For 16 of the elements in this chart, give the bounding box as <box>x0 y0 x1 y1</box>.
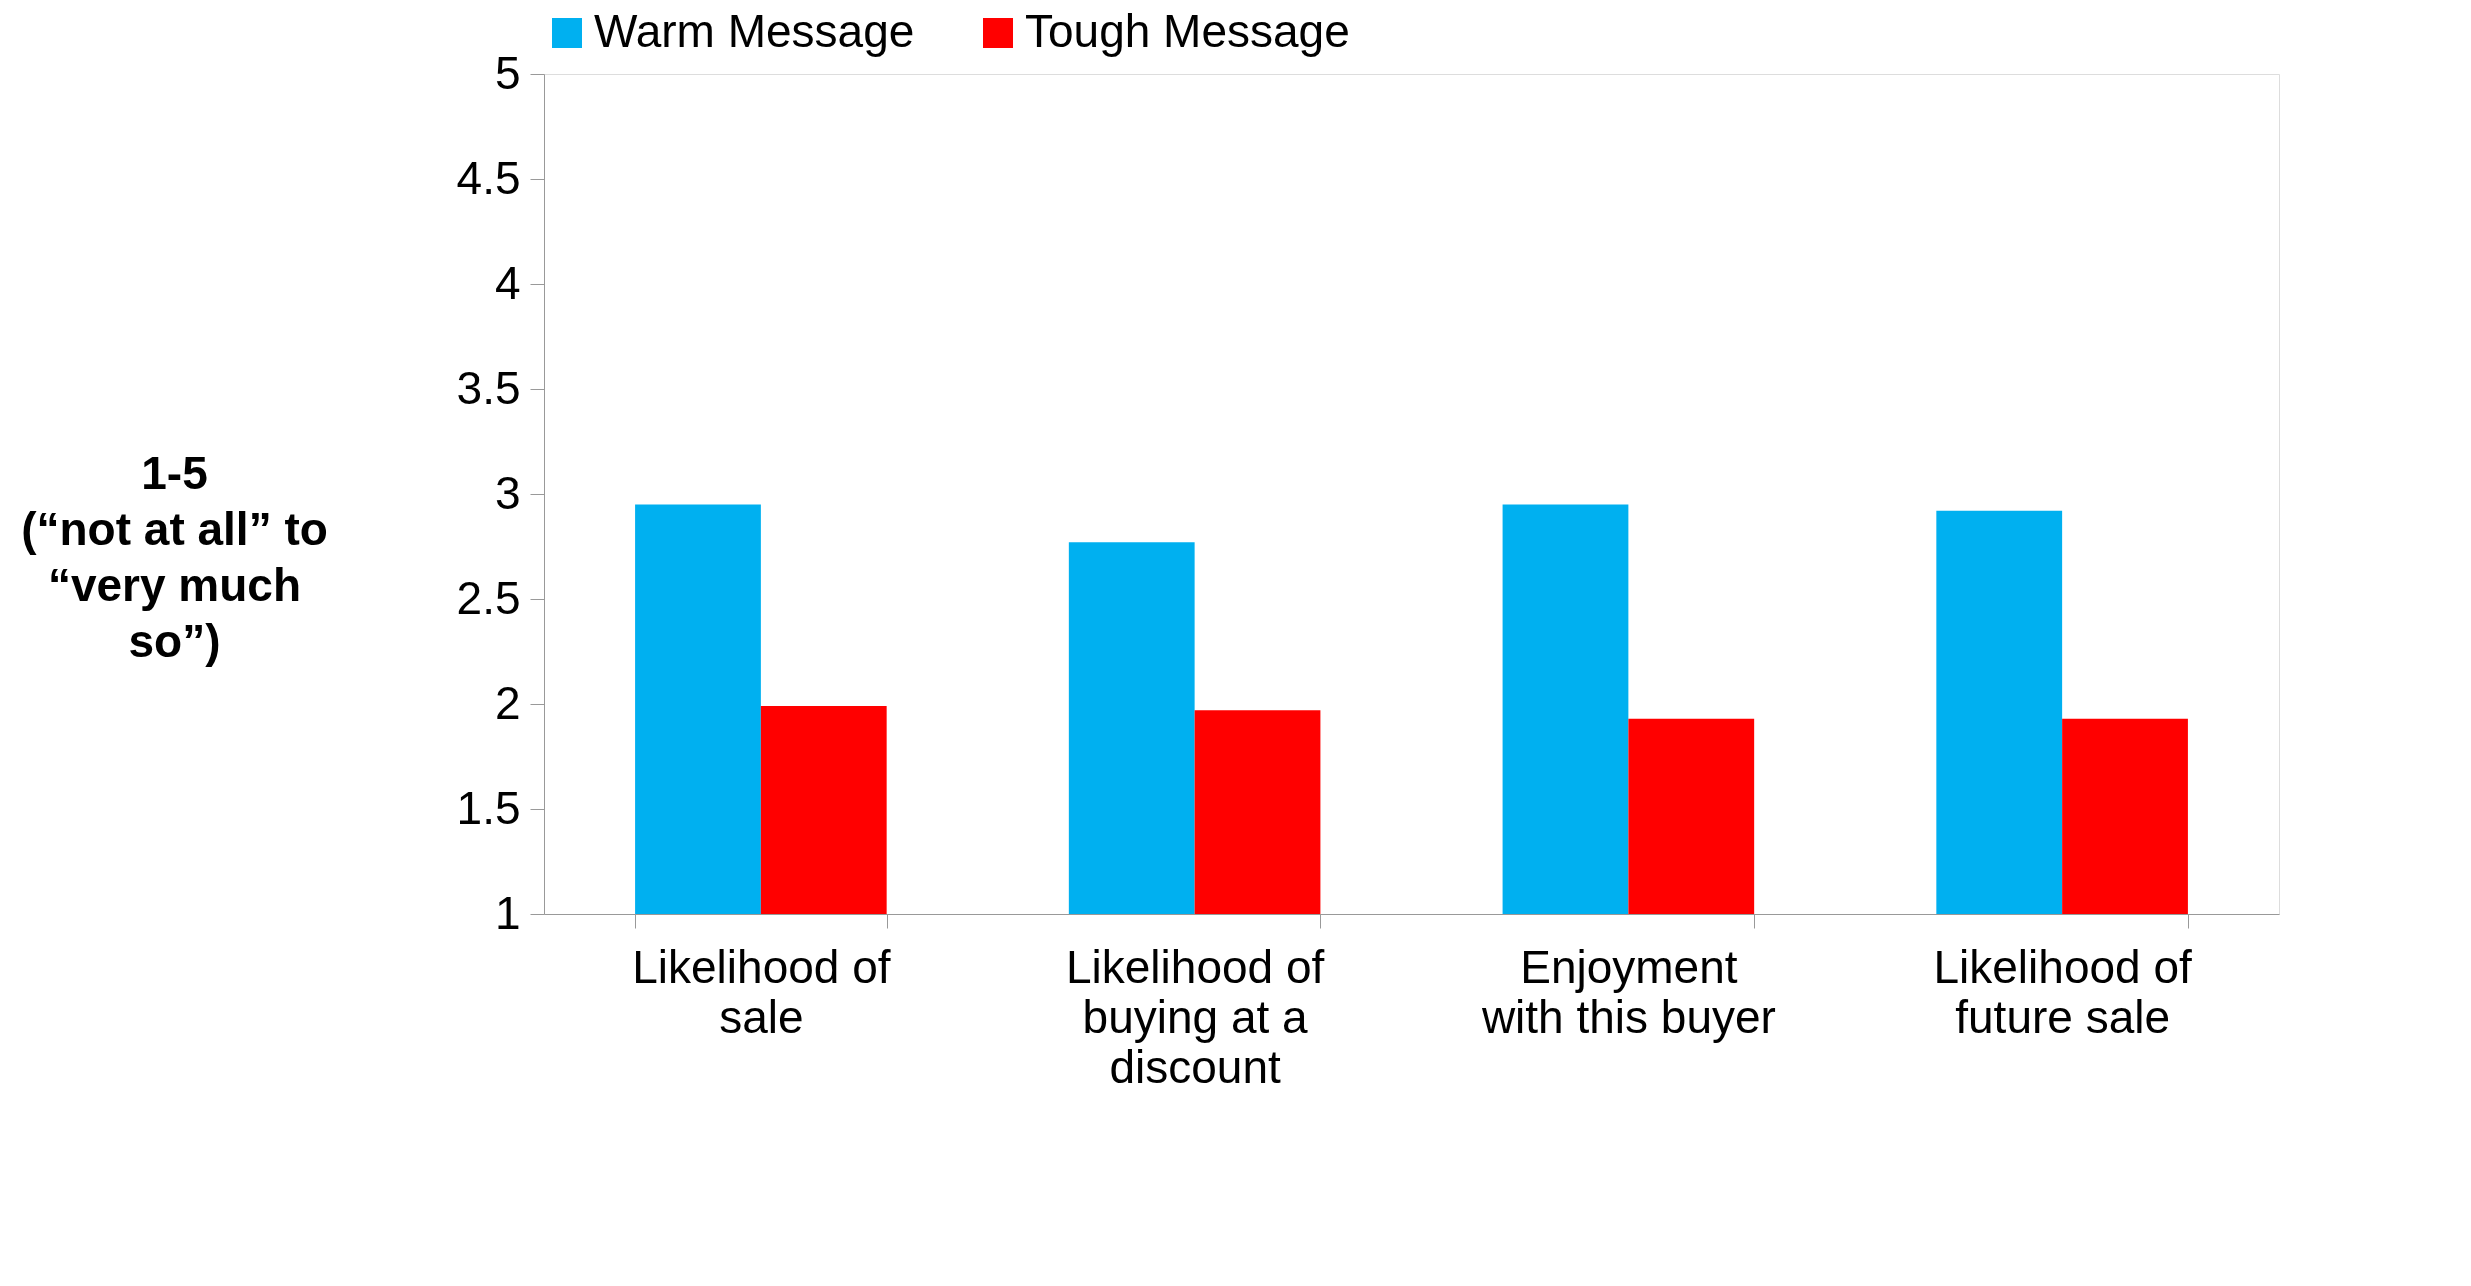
y-tick-label: 1.5 <box>456 781 521 834</box>
y-tick-label: 3.5 <box>456 361 521 414</box>
x-tick-label: Likelihood of buying at a discount <box>1065 940 1325 1093</box>
y-tick-label: 2 <box>494 676 521 729</box>
x-tick-label: Enjoyment with this buyer <box>1480 940 1776 1043</box>
legend-label: Tough Message <box>1025 5 1350 57</box>
y-tick-label: 1 <box>494 886 521 939</box>
x-tick-label: Likelihood of future sale <box>1933 940 2192 1043</box>
y-tick-label: 4 <box>494 256 521 309</box>
legend-label: Warm Message <box>594 5 915 57</box>
y-tick-label: 5 <box>494 46 521 99</box>
y-tick-label: 4.5 <box>456 151 521 204</box>
x-tick-label: Likelihood of sale <box>632 940 891 1043</box>
y-axis-title: 1-5 (“not at all” to “very much so”) <box>21 446 328 667</box>
y-tick-label: 2.5 <box>456 571 521 624</box>
y-tick-label: 3 <box>494 466 521 519</box>
